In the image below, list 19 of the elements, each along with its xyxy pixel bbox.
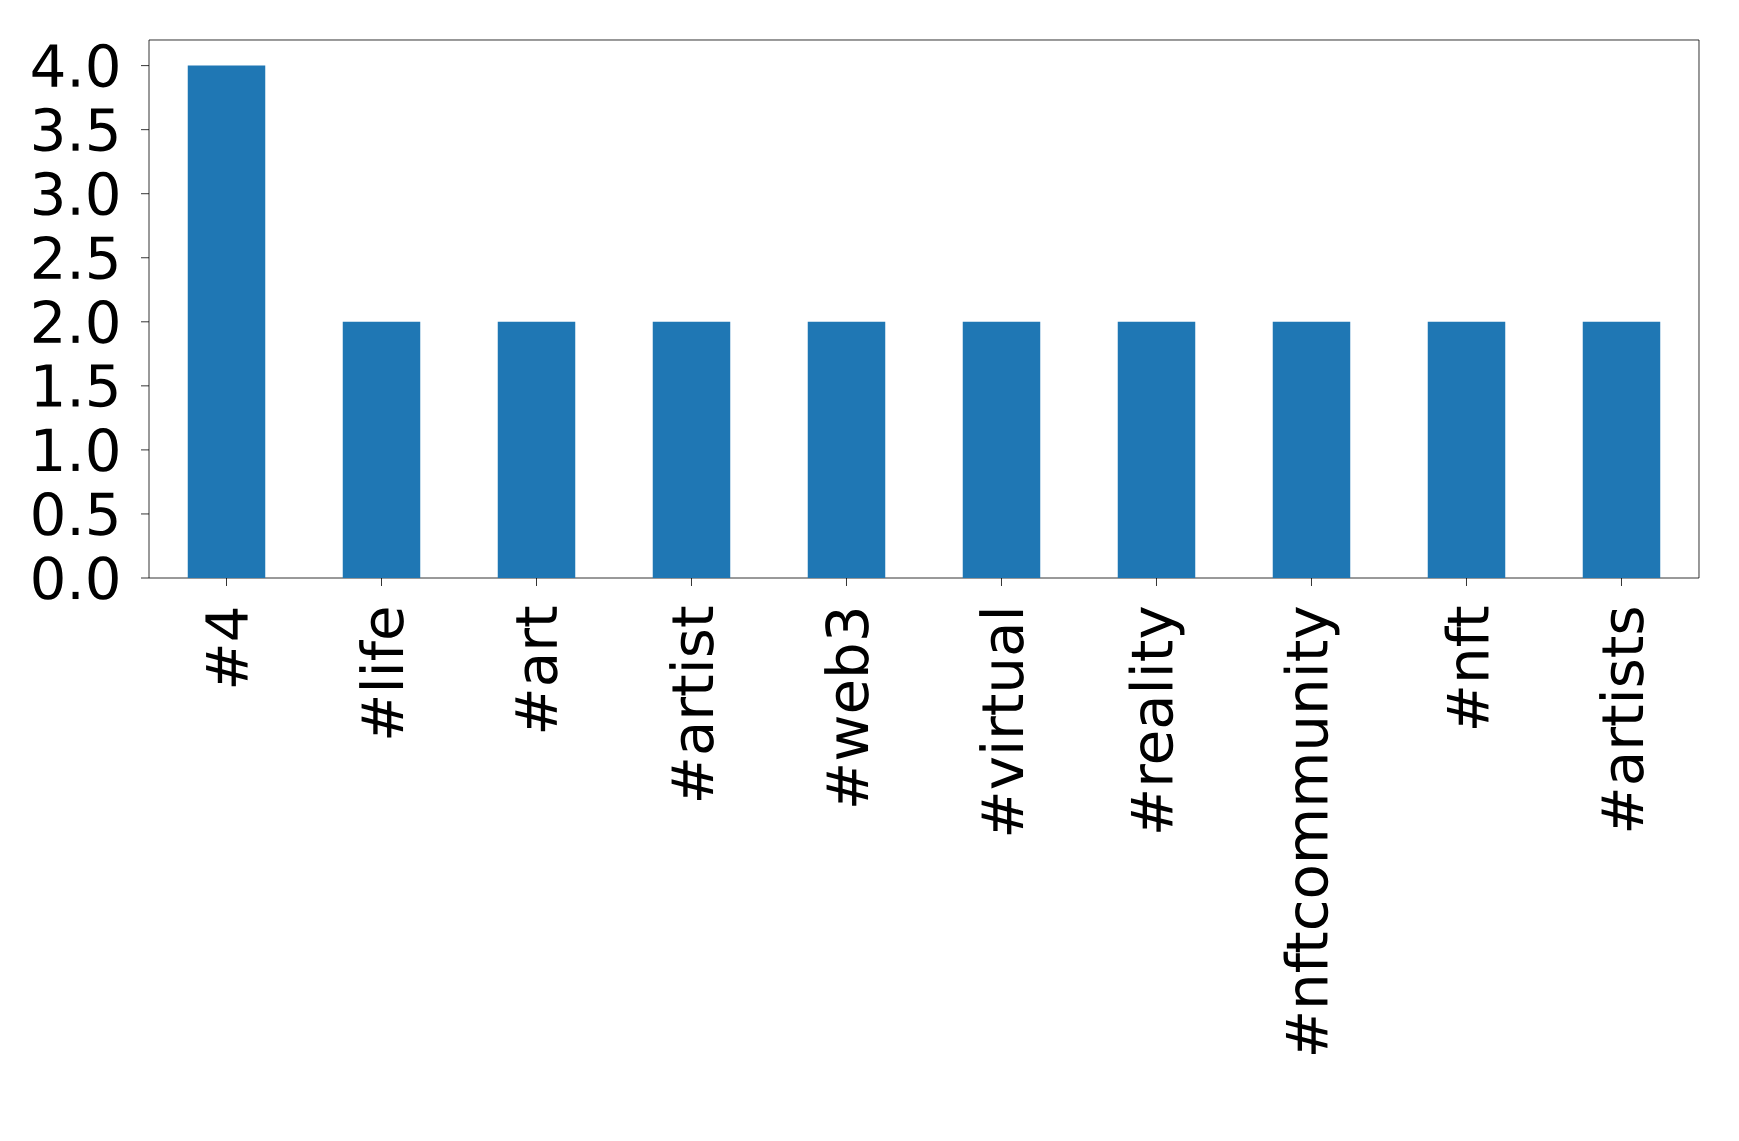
x-tick-label: #web3: [824, 610, 869, 806]
y-tick-label: 2.5: [33, 235, 117, 280]
y-tick-label: 4.0: [32, 43, 118, 88]
x-tick-label: #nftcommunity: [1283, 607, 1340, 1054]
x-tick-label: #reality: [1128, 607, 1185, 832]
y-tick-label: 2.0: [33, 299, 118, 344]
x-tick-label: #life: [359, 608, 404, 738]
y-tick-label: 3.5: [34, 107, 117, 152]
x-tick-label: #artist: [669, 606, 714, 801]
x-tick-label: #art: [515, 606, 558, 732]
x-tick-label: #artists: [1599, 608, 1644, 831]
x-tick-label: #4: [205, 608, 248, 687]
y-tick-label: 1.5: [35, 364, 117, 408]
y-tick-label: 0.5: [33, 492, 117, 536]
y-tick-label: 3.0: [34, 171, 118, 216]
x-tick-label: #nft: [1444, 606, 1489, 729]
x-tick-label: #virtual: [979, 610, 1024, 835]
y-tick-label: 1.0: [35, 428, 118, 472]
y-tick-label: 0.0: [33, 556, 118, 600]
